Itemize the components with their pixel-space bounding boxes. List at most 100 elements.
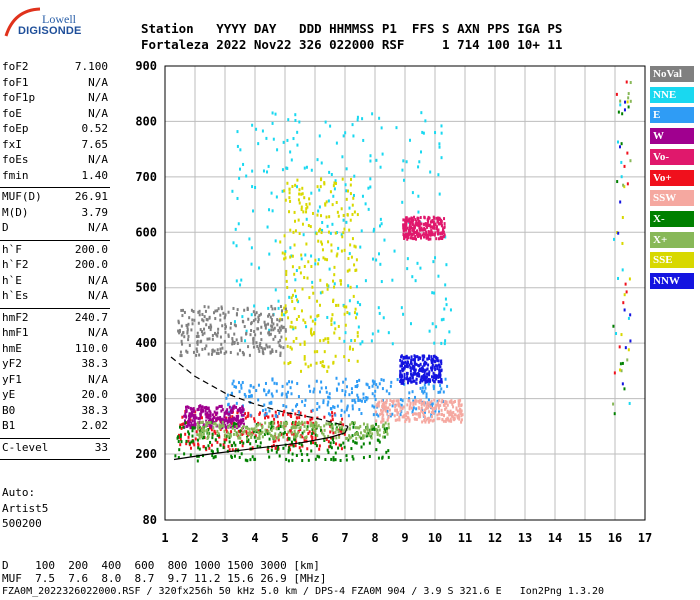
y-tick-label: 200 [135, 447, 157, 461]
echo-point [428, 404, 431, 408]
echo-point [232, 241, 235, 245]
echo-point [206, 428, 209, 432]
echo-point [326, 448, 329, 452]
echo-point [370, 339, 373, 343]
echo-point [270, 191, 273, 195]
param-value: 20.0 [81, 388, 109, 401]
echo-point [388, 403, 391, 407]
echo-point [359, 424, 362, 428]
echo-point [295, 336, 298, 340]
echo-point [442, 317, 445, 321]
echo-point [318, 134, 321, 138]
echo-point [248, 433, 251, 437]
echo-point [372, 424, 375, 428]
echo-point [385, 427, 388, 431]
echo-point [239, 441, 242, 445]
echo-point [344, 131, 347, 135]
echo-point [259, 429, 262, 433]
echo-point [396, 412, 399, 416]
echo-point [241, 315, 244, 319]
echo-point [298, 426, 301, 430]
echo-point [351, 237, 354, 241]
echo-point [225, 428, 228, 432]
echo-point [381, 417, 384, 421]
echo-point [221, 346, 224, 350]
echo-point [209, 328, 212, 332]
echo-point [334, 458, 337, 462]
echo-point [259, 422, 262, 426]
param-row: foF1p N/A [2, 91, 108, 107]
echo-point [437, 228, 440, 232]
legend-item: NNW [650, 273, 694, 289]
echo-point [432, 418, 435, 422]
echo-point [399, 373, 402, 377]
echo-point [389, 412, 392, 416]
echo-point [315, 232, 318, 236]
echo-point [412, 373, 415, 377]
echo-point [422, 228, 425, 232]
param-value: 0.52 [81, 122, 109, 135]
echo-point [319, 185, 322, 189]
echo-point [322, 401, 325, 405]
echo-point [431, 404, 434, 408]
echo-point [446, 403, 449, 407]
echo-point [407, 416, 410, 420]
x-tick-label: 15 [578, 531, 592, 545]
echo-point [384, 429, 387, 433]
param-row: MUF(D) 26.91 [2, 190, 108, 206]
echo-point [306, 205, 309, 209]
echo-point [310, 424, 313, 428]
echo-point [343, 339, 346, 343]
echo-point [324, 457, 327, 461]
echo-point [286, 181, 289, 185]
echo-point [408, 418, 411, 422]
echo-point [237, 429, 240, 433]
echo-point [253, 330, 256, 334]
echo-point [243, 325, 246, 329]
echo-point [438, 142, 441, 146]
echo-point [355, 285, 358, 289]
echo-point [439, 373, 442, 377]
echo-point [311, 408, 314, 412]
param-key: foE [2, 106, 22, 120]
echo-point [272, 440, 275, 444]
echo-point [358, 426, 361, 430]
echo-point [289, 429, 292, 433]
echo-point [186, 325, 189, 329]
echo-point [229, 350, 232, 354]
echo-point [623, 164, 626, 168]
echo-point [386, 418, 389, 422]
echo-point [217, 327, 220, 331]
echo-point [223, 420, 226, 424]
echo-point [308, 384, 311, 388]
echo-point [350, 421, 353, 425]
echo-point [338, 443, 341, 447]
echo-point [433, 359, 436, 363]
echo-point [354, 426, 357, 430]
echo-point [276, 448, 279, 452]
echo-point [242, 413, 245, 417]
echo-point [296, 298, 299, 302]
echo-point [423, 222, 426, 226]
echo-point [324, 337, 327, 341]
echo-point [413, 237, 416, 241]
echo-point [240, 452, 243, 456]
echo-point [405, 363, 408, 367]
echo-point [189, 426, 192, 430]
echo-point [310, 441, 313, 445]
echo-point [385, 399, 388, 403]
legend-item: W [650, 128, 694, 145]
echo-point [289, 345, 292, 349]
code-note: 500200 [2, 517, 42, 530]
echo-point [366, 396, 369, 400]
echo-point [375, 404, 378, 408]
echo-point [225, 410, 228, 414]
echo-point [317, 229, 320, 233]
echo-point [458, 408, 461, 412]
echo-point [207, 352, 210, 356]
echo-point [331, 203, 334, 207]
echo-point [231, 409, 234, 413]
echo-point [419, 216, 422, 220]
echo-point [298, 446, 301, 450]
echo-point [318, 444, 321, 448]
